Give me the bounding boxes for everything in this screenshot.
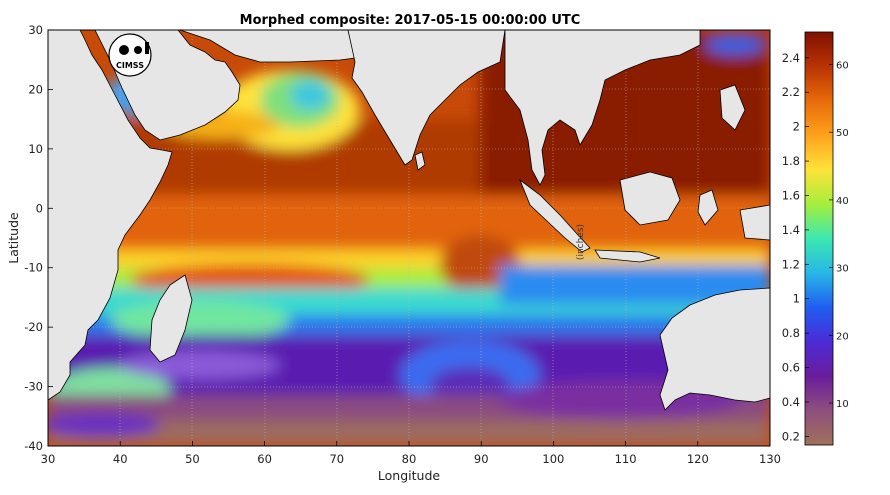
sumatra-landmass <box>519 178 591 253</box>
x-axis-label: Longitude <box>378 468 440 483</box>
colorbar-left-tick-label: 1 <box>793 292 800 306</box>
y-tick-label: -40 <box>24 439 43 453</box>
india-landmass <box>347 30 506 166</box>
colorbar-left-tick-label: 1.6 <box>782 188 800 202</box>
x-tick-label: 50 <box>185 452 200 466</box>
colorbar-left-tick-label: 1.2 <box>782 257 800 271</box>
y-tick-label: -30 <box>24 380 43 394</box>
southeast-asia-landmass <box>504 30 701 186</box>
colorbar-left-tick-label: 1.4 <box>782 223 800 237</box>
colorbar-left-tick-label: 2.4 <box>782 51 800 65</box>
y-tick-label: 10 <box>28 142 43 156</box>
colorbar-right-ticks: 60 50 40 30 20 10 <box>829 60 849 410</box>
y-tick-label: -10 <box>24 261 43 275</box>
colorbar-right-tick-label: 40 <box>836 196 849 207</box>
colorbar-right-tick-label: 10 <box>836 399 849 410</box>
colorbar-left-tick-label: 1.8 <box>782 154 800 168</box>
australia-landmass <box>659 287 770 411</box>
x-tick-label: 30 <box>41 452 56 466</box>
colorbar-left-ticks: 2.4 2.2 2 1.8 1.6 1.4 1.2 1 0.8 0.6 0.4 0.2 <box>782 51 809 443</box>
y-axis-label: Latitude <box>6 212 21 264</box>
papua-landmass <box>739 204 770 241</box>
x-tick-label: 80 <box>402 452 417 466</box>
x-tick-label: 100 <box>542 452 564 466</box>
y-tick-label: -20 <box>24 320 43 334</box>
x-tick-label: 90 <box>474 452 489 466</box>
colorbar-right-tick-label: 30 <box>836 264 849 275</box>
x-tick-label: 120 <box>687 452 709 466</box>
borneo-landmass <box>619 171 681 226</box>
colorbar-right-tick-label: 60 <box>836 60 849 71</box>
sulawesi-landmass <box>697 189 719 226</box>
colorbar: (inches) 2.4 2.2 2 1.8 1.6 1.4 1.2 1 0.8 0.6 0.4 0.… <box>576 31 849 446</box>
java-landmass <box>594 249 661 263</box>
colorbar-left-tick-label: 2.2 <box>782 85 800 99</box>
y-tick-label: 30 <box>28 23 43 37</box>
land-masses <box>48 30 770 411</box>
x-tick-label: 60 <box>257 452 272 466</box>
colorbar-right-tick-label: 20 <box>836 331 849 342</box>
colorbar-gradient <box>804 31 834 446</box>
x-tick-label: 70 <box>329 452 344 466</box>
x-axis-ticks: 30 40 50 60 70 80 90 100 110 120 130 <box>41 441 781 466</box>
colorbar-left-tick-label: 0.6 <box>782 361 800 375</box>
map-plot <box>48 30 770 446</box>
y-tick-label: 20 <box>28 82 43 96</box>
cimss-logo: CIMSS <box>108 33 152 77</box>
svg-text:CIMSS: CIMSS <box>116 61 144 70</box>
colorbar-left-tick-label: 0.2 <box>782 429 800 443</box>
philippines-landmass <box>719 84 746 131</box>
y-tick-label: 0 <box>36 201 43 215</box>
x-tick-label: 40 <box>113 452 128 466</box>
colorbar-left-tick-label: 0.8 <box>782 326 800 340</box>
y-axis-ticks: 30 20 10 0 -10 -20 -30 -40 <box>24 23 53 453</box>
colorbar-left-tick-label: 2 <box>793 120 800 134</box>
sri-lanka-landmass <box>414 151 426 171</box>
madagascar-landmass <box>149 274 193 363</box>
figure-title: Morphed composite: 2017-05-15 00:00:00 U… <box>240 13 581 28</box>
africa-landmass <box>48 30 173 401</box>
x-tick-label: 110 <box>615 452 637 466</box>
colorbar-left-tick-label: 0.4 <box>782 395 800 409</box>
x-tick-label: 130 <box>759 452 781 466</box>
colorbar-unit-label: (inches) <box>576 224 586 260</box>
colorbar-right-tick-label: 50 <box>836 128 849 139</box>
